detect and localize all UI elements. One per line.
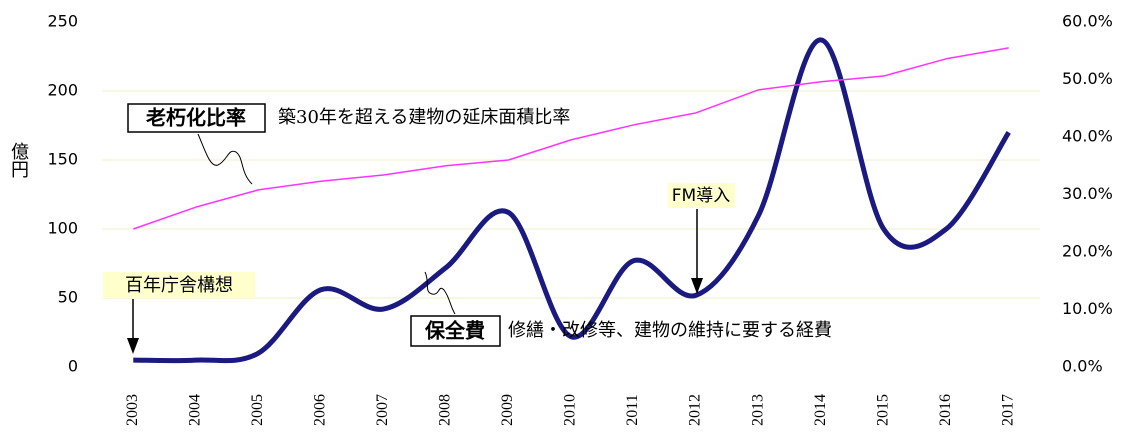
x-tick-label: 2005 (249, 394, 266, 426)
leader (424, 271, 456, 315)
leader (197, 133, 253, 185)
y2-tick-label: 0.0% (1062, 357, 1103, 376)
x-tick-label: 2013 (749, 394, 766, 426)
event-bg (103, 272, 255, 298)
y2-tick-label: 10.0% (1062, 299, 1113, 318)
x-tick-label: 2006 (312, 394, 329, 426)
y-axis-label: 億円 (8, 142, 29, 179)
event-label: FM導入 (672, 186, 730, 206)
arrow-head (127, 338, 139, 354)
x-tick-label: 2015 (874, 394, 891, 426)
x-tick-label: 2007 (374, 394, 391, 426)
series-line (133, 37, 1011, 364)
y2-tick-label: 40.0% (1062, 127, 1113, 146)
arrow-head (691, 278, 703, 294)
annotation: 修繕・改修等、建物の維持に要する経費 (508, 320, 832, 341)
y-tick-label: 200 (47, 81, 78, 100)
x-tick-label: 2010 (562, 394, 579, 426)
series-line (133, 47, 1009, 230)
y2-tick-label: 60.0% (1062, 12, 1113, 31)
event-bg (668, 183, 735, 208)
y-tick-label: 150 (47, 150, 78, 169)
y-tick-label: 0 (68, 357, 78, 376)
x-tick-label: 2011 (624, 394, 641, 425)
x-tick-label: 2016 (937, 394, 954, 426)
lines (133, 37, 1011, 364)
y-tick-label: 50 (58, 288, 78, 307)
y2-tick-label: 20.0% (1062, 242, 1113, 261)
x-tick-label: 2008 (437, 394, 454, 426)
label-box (410, 315, 501, 347)
x-tick-label: 2009 (499, 394, 516, 426)
x-tick-label: 2004 (186, 394, 203, 426)
annotation: 築30年を超える建物の延床面積比率 (278, 107, 570, 128)
x-tick-label: 2014 (812, 394, 829, 426)
series-label: 保全費 (424, 319, 485, 343)
series-label: 老朽化比率 (146, 106, 246, 130)
y2-tick-label: 30.0% (1062, 184, 1113, 203)
x-tick-label: 2012 (687, 394, 704, 426)
x-tick-label: 2003 (124, 394, 141, 426)
y-tick-label: 250 (47, 12, 78, 31)
y2-tick-label: 50.0% (1062, 69, 1113, 88)
x-tick-label: 2017 (999, 394, 1016, 426)
label-box (127, 103, 266, 133)
event-label: 百年庁舎構想 (125, 275, 233, 296)
y-tick-label: 100 (47, 219, 78, 238)
